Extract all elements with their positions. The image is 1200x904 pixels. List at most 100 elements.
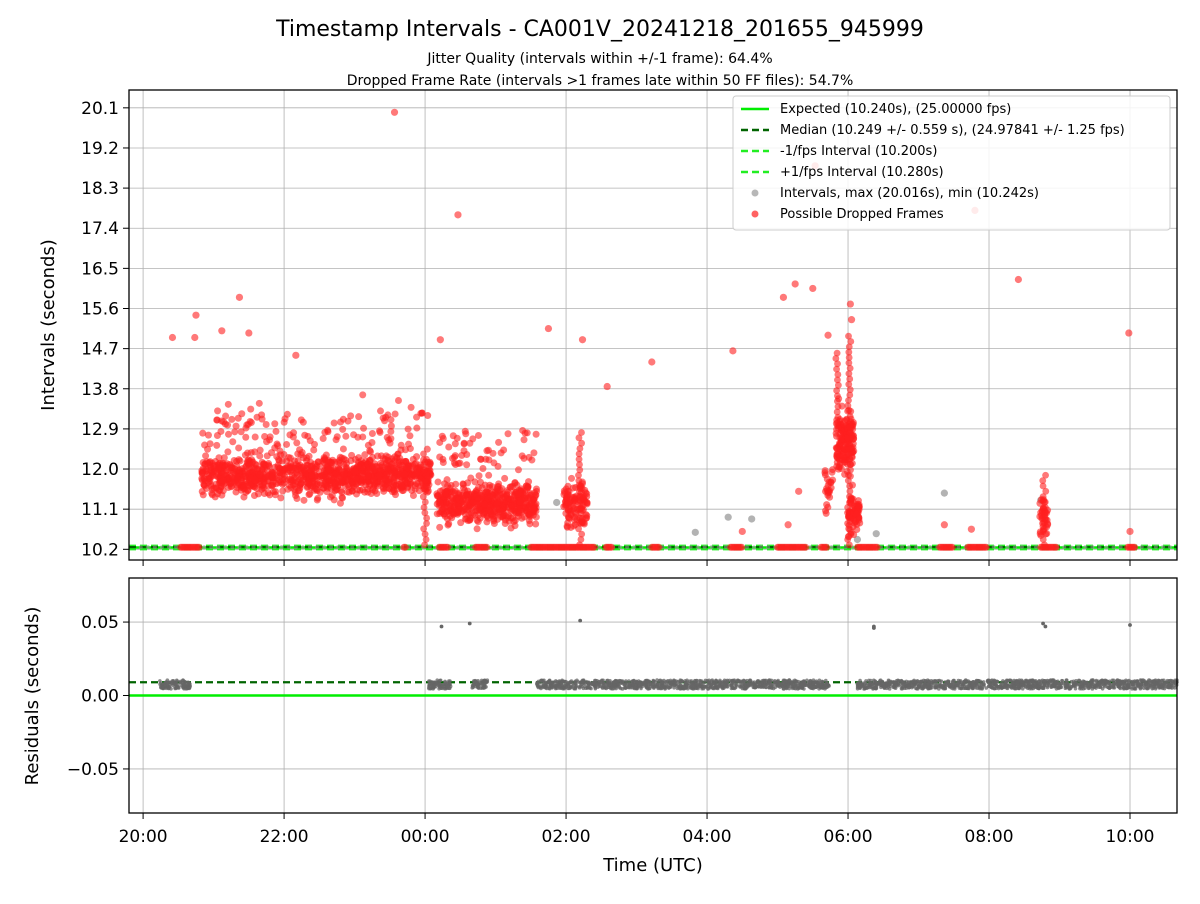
- residual-point: [790, 682, 794, 686]
- dropped-frame-point: [245, 329, 252, 336]
- dropped-frame-point: [273, 428, 280, 435]
- residual-point: [641, 685, 645, 689]
- dropped-frame-point: [376, 427, 383, 434]
- residual-point: [1160, 679, 1164, 683]
- residual-point: [1025, 680, 1029, 684]
- dropped-frame-point: [515, 466, 522, 473]
- interval-point: [498, 545, 502, 549]
- dropped-frame-point: [199, 430, 206, 437]
- residual-point: [1040, 681, 1044, 685]
- interval-point: [830, 545, 834, 549]
- residual-point: [821, 681, 825, 685]
- residual-point: [980, 686, 984, 690]
- interval-point: [329, 545, 333, 549]
- dropped-frame-point: [655, 544, 662, 551]
- dropped-frame-point: [328, 477, 335, 484]
- dropped-frame-point: [247, 406, 254, 413]
- residual-point: [796, 682, 800, 686]
- residual-point: [1139, 687, 1143, 691]
- residual-point: [710, 679, 714, 683]
- dropped-frame-point: [467, 515, 474, 522]
- dropped-frame-point: [242, 434, 249, 441]
- dropped-frame-point: [792, 280, 799, 287]
- dropped-frame-point: [384, 434, 391, 441]
- interval-point: [1097, 545, 1101, 549]
- dropped-frame-point: [591, 544, 598, 551]
- residual-point: [631, 683, 635, 687]
- dropped-frame-point: [352, 456, 359, 463]
- dropped-frame-point: [463, 451, 470, 458]
- interval-point: [216, 545, 220, 549]
- residual-point: [730, 681, 734, 685]
- interval-point: [748, 515, 755, 522]
- interval-point: [1147, 545, 1151, 549]
- dropped-frame-point: [218, 417, 225, 424]
- interval-point: [1083, 545, 1087, 549]
- residual-point: [439, 678, 443, 682]
- interval-point: [357, 545, 361, 549]
- residual-point: [1054, 682, 1058, 686]
- residual-point: [706, 680, 710, 684]
- interval-point: [202, 545, 206, 549]
- interval-point: [378, 545, 382, 549]
- dropped-frame-point: [296, 446, 303, 453]
- dropped-frame-point: [378, 452, 385, 459]
- residual-point: [1166, 685, 1170, 689]
- residual-point: [644, 683, 648, 687]
- dropped-frame-point: [500, 493, 507, 500]
- residual-point: [1057, 686, 1061, 690]
- dropped-frame-point: [388, 423, 395, 430]
- residual-point: [685, 678, 689, 682]
- dropped-frame-point: [369, 430, 376, 437]
- dropped-frame-point: [477, 456, 484, 463]
- residual-point: [1029, 685, 1033, 689]
- interval-point: [230, 545, 234, 549]
- interval-point: [315, 545, 319, 549]
- dropped-frame-point: [826, 489, 833, 496]
- dropped-frame-point: [564, 523, 571, 530]
- residual-point: [802, 687, 806, 691]
- interval-point: [900, 545, 904, 549]
- dropped-frame-point: [395, 397, 402, 404]
- dropped-frame-point: [271, 420, 278, 427]
- dropped-frame-point: [515, 508, 522, 515]
- top-y-tick-label: 10.2: [81, 540, 119, 560]
- dropped-frame-point: [444, 544, 451, 551]
- residual-point: [803, 681, 807, 685]
- residual-point: [624, 686, 628, 690]
- top-y-tick-label: 15.6: [81, 300, 119, 320]
- residual-point: [858, 679, 862, 683]
- dropped-frame-point: [225, 431, 232, 438]
- residual-point: [186, 681, 190, 685]
- residual-point: [966, 679, 970, 683]
- interval-point: [209, 545, 213, 549]
- residual-point: [1108, 686, 1112, 690]
- top-y-tick-label: 16.5: [81, 259, 119, 279]
- dropped-frame-point: [292, 352, 299, 359]
- residual-point: [682, 685, 686, 689]
- interval-point: [519, 545, 523, 549]
- residual-point: [678, 685, 682, 689]
- residual-point: [658, 686, 662, 690]
- interval-point: [1140, 545, 1144, 549]
- dropped-frame-point: [442, 489, 449, 496]
- dropped-frame-point: [380, 415, 387, 422]
- dropped-frame-point: [215, 465, 222, 472]
- dropped-frame-point: [474, 517, 481, 524]
- residual-point: [158, 679, 162, 683]
- dropped-frame-point: [821, 469, 828, 476]
- dropped-frame-point: [448, 514, 455, 521]
- dropped-frame-point: [481, 501, 488, 508]
- interval-point: [1112, 545, 1116, 549]
- dropped-frame-point: [275, 479, 282, 486]
- interval-point: [237, 545, 241, 549]
- residual-point: [447, 679, 451, 683]
- residual-point: [1006, 679, 1010, 683]
- dropped-frame-point: [339, 426, 346, 433]
- residual-point: [987, 684, 991, 688]
- residual-point: [816, 682, 820, 686]
- dropped-frame-point: [235, 444, 242, 451]
- residual-point: [1112, 682, 1116, 686]
- residual-point: [773, 679, 777, 683]
